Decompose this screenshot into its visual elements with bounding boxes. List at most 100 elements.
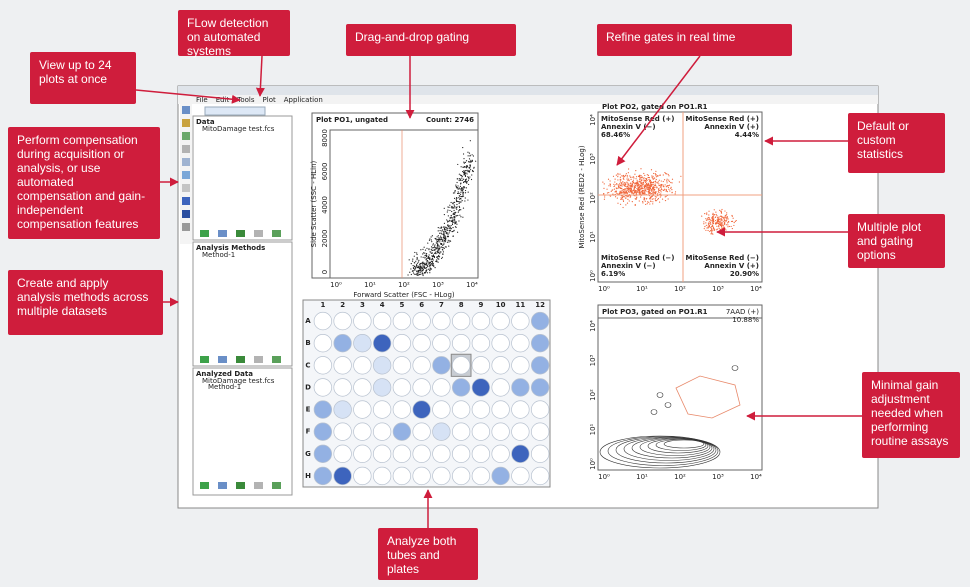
well[interactable] <box>313 356 333 375</box>
toolbar-icon[interactable] <box>182 184 190 192</box>
menu-item[interactable]: Tools <box>236 96 255 104</box>
well[interactable] <box>353 444 372 463</box>
well[interactable] <box>353 400 372 419</box>
well[interactable] <box>412 356 431 375</box>
well[interactable] <box>392 444 412 463</box>
well[interactable] <box>313 311 333 331</box>
well[interactable] <box>372 378 392 397</box>
well[interactable] <box>333 466 352 486</box>
panel-button[interactable] <box>200 482 209 489</box>
toolbar-icon[interactable] <box>182 210 190 218</box>
well[interactable] <box>412 311 431 331</box>
well[interactable] <box>511 334 530 353</box>
panel-button[interactable] <box>236 482 245 489</box>
panel-item[interactable]: Method-1 <box>208 383 241 391</box>
menu-item[interactable]: Application <box>284 96 323 104</box>
well[interactable] <box>372 311 392 331</box>
well[interactable] <box>451 444 471 463</box>
well[interactable] <box>491 400 510 419</box>
well[interactable] <box>530 466 550 486</box>
well[interactable] <box>333 400 352 419</box>
well[interactable] <box>372 334 392 353</box>
well[interactable] <box>530 378 550 397</box>
panel-button[interactable] <box>272 356 281 363</box>
well[interactable] <box>511 311 530 331</box>
well[interactable] <box>471 356 491 375</box>
well[interactable] <box>432 400 451 419</box>
well[interactable] <box>372 400 392 419</box>
well[interactable] <box>451 311 471 331</box>
panel-button[interactable] <box>236 230 245 237</box>
well[interactable] <box>333 378 352 397</box>
well[interactable] <box>313 466 333 486</box>
well[interactable] <box>530 444 550 463</box>
well[interactable] <box>511 378 530 397</box>
menu-item[interactable]: File <box>196 96 208 104</box>
well[interactable] <box>511 444 530 463</box>
well[interactable] <box>491 466 510 486</box>
toolbar-icon[interactable] <box>182 132 190 140</box>
well[interactable] <box>451 466 471 486</box>
panel-item[interactable]: MitoDamage test.fcs <box>202 377 275 385</box>
well[interactable] <box>530 400 550 419</box>
well[interactable] <box>313 334 333 353</box>
panel-button[interactable] <box>272 230 281 237</box>
well[interactable] <box>432 444 451 463</box>
well[interactable] <box>353 422 372 441</box>
well[interactable] <box>392 400 412 419</box>
well[interactable] <box>333 444 352 463</box>
well[interactable] <box>491 444 510 463</box>
well[interactable] <box>353 334 372 353</box>
well[interactable] <box>511 400 530 419</box>
well[interactable] <box>372 422 392 441</box>
well[interactable] <box>313 444 333 463</box>
toolbar-icon[interactable] <box>182 171 190 179</box>
well[interactable] <box>412 444 431 463</box>
well[interactable] <box>392 422 412 441</box>
panel-button[interactable] <box>218 482 227 489</box>
well[interactable] <box>353 466 372 486</box>
well[interactable] <box>333 334 352 353</box>
well[interactable] <box>491 356 510 375</box>
well[interactable] <box>471 444 491 463</box>
well[interactable] <box>432 466 451 486</box>
panel-button[interactable] <box>218 356 227 363</box>
well[interactable] <box>451 378 471 397</box>
toolbar-icon[interactable] <box>182 158 190 166</box>
menu-item[interactable]: Plot <box>263 96 276 104</box>
toolbar-icon[interactable] <box>182 119 190 127</box>
well[interactable] <box>392 334 412 353</box>
panel-item[interactable]: Method-1 <box>202 251 235 259</box>
panel-button[interactable] <box>254 230 263 237</box>
menu-item[interactable]: Edit <box>216 96 230 104</box>
well[interactable] <box>412 400 431 419</box>
well[interactable] <box>530 422 550 441</box>
well[interactable] <box>412 378 431 397</box>
panel-button[interactable] <box>236 356 245 363</box>
well[interactable] <box>491 422 510 441</box>
panel-button[interactable] <box>218 230 227 237</box>
toolbar-icon[interactable] <box>182 197 190 205</box>
well[interactable] <box>432 378 451 397</box>
well[interactable] <box>491 311 510 331</box>
well[interactable] <box>530 334 550 353</box>
well[interactable] <box>313 400 333 419</box>
well[interactable] <box>353 378 372 397</box>
well[interactable] <box>491 378 510 397</box>
well[interactable] <box>451 356 471 375</box>
well[interactable] <box>333 356 352 375</box>
panel-item[interactable]: MitoDamage test.fcs <box>202 125 275 133</box>
well[interactable] <box>471 466 491 486</box>
well[interactable] <box>313 422 333 441</box>
panel-button[interactable] <box>254 482 263 489</box>
well[interactable] <box>451 334 471 353</box>
well[interactable] <box>511 356 530 375</box>
well[interactable] <box>451 422 471 441</box>
well[interactable] <box>471 422 491 441</box>
well[interactable] <box>333 422 352 441</box>
panel-button[interactable] <box>272 482 281 489</box>
well[interactable] <box>471 400 491 419</box>
well[interactable] <box>353 356 372 375</box>
toolbar-icon[interactable] <box>182 223 190 231</box>
well[interactable] <box>471 334 491 353</box>
